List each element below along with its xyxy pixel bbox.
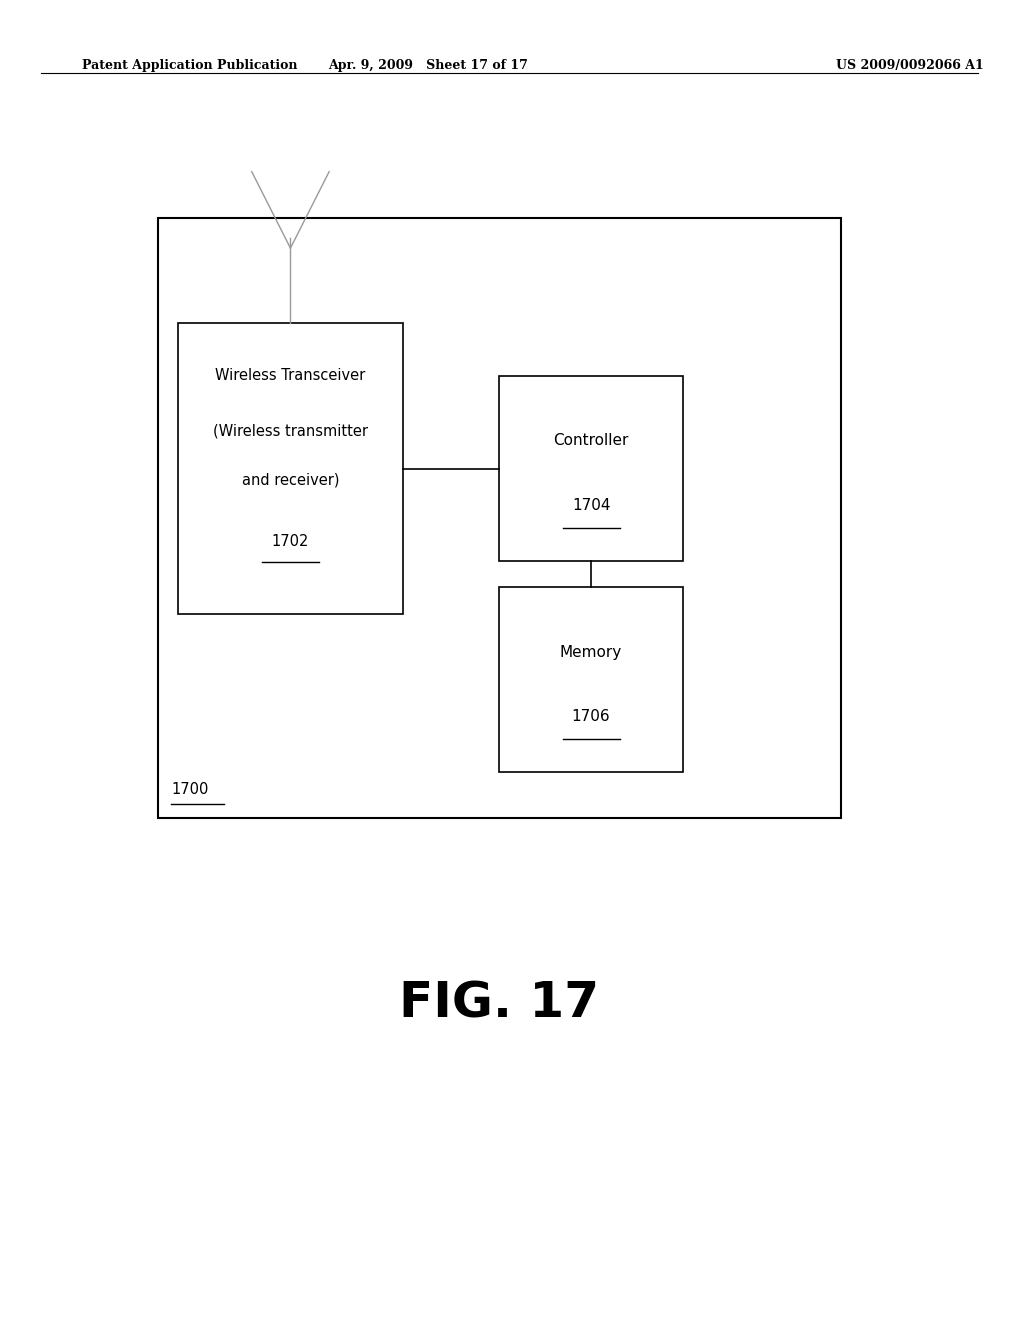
Text: 1700: 1700: [171, 783, 209, 797]
Text: Apr. 9, 2009   Sheet 17 of 17: Apr. 9, 2009 Sheet 17 of 17: [328, 59, 528, 73]
Text: and receiver): and receiver): [242, 473, 339, 487]
Text: Memory: Memory: [560, 644, 623, 660]
Text: Wireless Transceiver: Wireless Transceiver: [215, 368, 366, 383]
Text: 1706: 1706: [571, 709, 610, 725]
Text: Patent Application Publication: Patent Application Publication: [82, 59, 297, 73]
Bar: [158, 218, 841, 818]
Bar: [500, 376, 683, 561]
Text: Controller: Controller: [553, 433, 629, 449]
Bar: [500, 587, 683, 772]
Text: FIG. 17: FIG. 17: [399, 979, 599, 1027]
Text: 1704: 1704: [571, 498, 610, 513]
Text: US 2009/0092066 A1: US 2009/0092066 A1: [836, 59, 983, 73]
Text: (Wireless transmitter: (Wireless transmitter: [213, 424, 368, 438]
Text: 1702: 1702: [271, 533, 309, 549]
Bar: [178, 323, 402, 614]
